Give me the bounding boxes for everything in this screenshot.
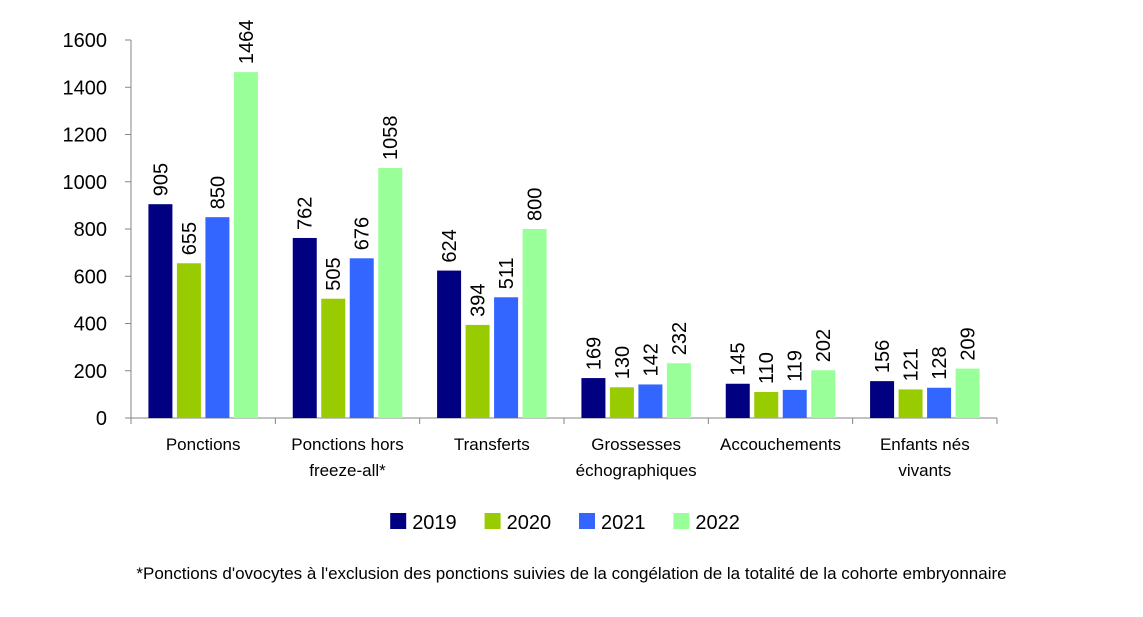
bar: [494, 297, 519, 418]
data-label: 110: [756, 352, 778, 384]
data-label: 624: [439, 229, 461, 262]
data-label: 655: [179, 222, 201, 255]
bar: [233, 72, 258, 418]
data-label: 232: [669, 322, 691, 355]
bar: [176, 263, 201, 418]
data-label: 511: [496, 257, 518, 289]
bar: [437, 270, 462, 418]
bar: [609, 387, 634, 418]
bar: [870, 381, 895, 418]
y-tick-label: 800: [74, 219, 107, 241]
data-label: 156: [872, 340, 894, 373]
bar: [321, 298, 346, 418]
legend-swatch: [484, 513, 501, 529]
data-label: 128: [929, 346, 951, 379]
bar: [927, 387, 952, 418]
legend-label: 2022: [695, 512, 740, 534]
data-labels: 905 655 850 1464 762 505 676 1058 624 394 511 800 16…: [150, 20, 979, 384]
bar: [581, 378, 606, 418]
data-label: 850: [207, 176, 229, 209]
category-label: Ponctions hors freeze-all*: [291, 435, 403, 480]
data-label: 394: [468, 284, 490, 317]
bar: [782, 389, 807, 418]
bar: [522, 229, 547, 418]
data-label: 209: [958, 327, 980, 360]
legend-swatch: [673, 513, 690, 529]
y-tick-label: 200: [74, 361, 107, 383]
legend-item: 2020: [484, 512, 551, 534]
category-label: Transferts: [454, 435, 530, 454]
data-label: 121: [901, 348, 923, 381]
data-label: 800: [525, 188, 547, 221]
data-label: 119: [785, 350, 807, 382]
data-label: 676: [352, 217, 374, 250]
x-axis: Ponctions Ponctions hors freeze-all* Transf…: [130, 417, 998, 480]
legend-label: 2021: [601, 512, 646, 534]
bar: [378, 168, 403, 418]
bar: [725, 383, 750, 418]
y-axis: 0 200 400 600 800 1000 1200 1400 1600: [63, 30, 132, 430]
category-label: Ponctions: [166, 435, 241, 454]
category-label: Grossesses échographiques: [576, 435, 697, 480]
y-tick-label: 400: [74, 314, 107, 336]
legend: 2019 2020 2021 2022: [390, 512, 740, 534]
bars: [148, 72, 980, 418]
bar: [955, 368, 980, 418]
data-label: 505: [323, 257, 345, 290]
data-label: 202: [813, 329, 835, 362]
y-tick-label: 0: [96, 408, 107, 430]
bar: [754, 392, 779, 418]
legend-item: 2022: [673, 512, 740, 534]
bar: [811, 370, 836, 418]
y-tick-label: 600: [74, 266, 107, 288]
data-label: 130: [612, 346, 634, 379]
y-tick-label: 1400: [63, 77, 108, 99]
category-label: Enfants nés vivants: [880, 435, 970, 480]
y-tick-label: 1200: [63, 125, 108, 147]
legend-label: 2019: [412, 512, 457, 534]
data-label: 762: [295, 197, 317, 230]
bar: [638, 384, 663, 418]
data-label: 169: [583, 337, 605, 370]
data-label: 1464: [236, 20, 258, 65]
data-label: 142: [640, 343, 662, 376]
data-label: 1058: [380, 116, 402, 161]
legend-item: 2019: [390, 512, 457, 534]
legend-item: 2021: [579, 512, 646, 534]
y-tick-label: 1600: [63, 30, 108, 52]
bar: [898, 389, 923, 418]
bar: [666, 363, 691, 418]
bar: [292, 237, 317, 418]
footnote: *Ponctions d'ovocytes à l'exclusion des …: [136, 564, 1007, 583]
data-label: 145: [728, 342, 750, 375]
legend-swatch: [579, 513, 595, 529]
bar: [465, 324, 490, 418]
bar: [349, 258, 374, 418]
legend-label: 2020: [507, 512, 551, 534]
bar: [148, 204, 173, 418]
bar: [205, 217, 230, 418]
category-label: Accouchements: [720, 435, 841, 454]
legend-swatch: [390, 513, 407, 529]
y-tick-label: 1000: [63, 172, 108, 194]
data-label: 905: [150, 163, 172, 196]
